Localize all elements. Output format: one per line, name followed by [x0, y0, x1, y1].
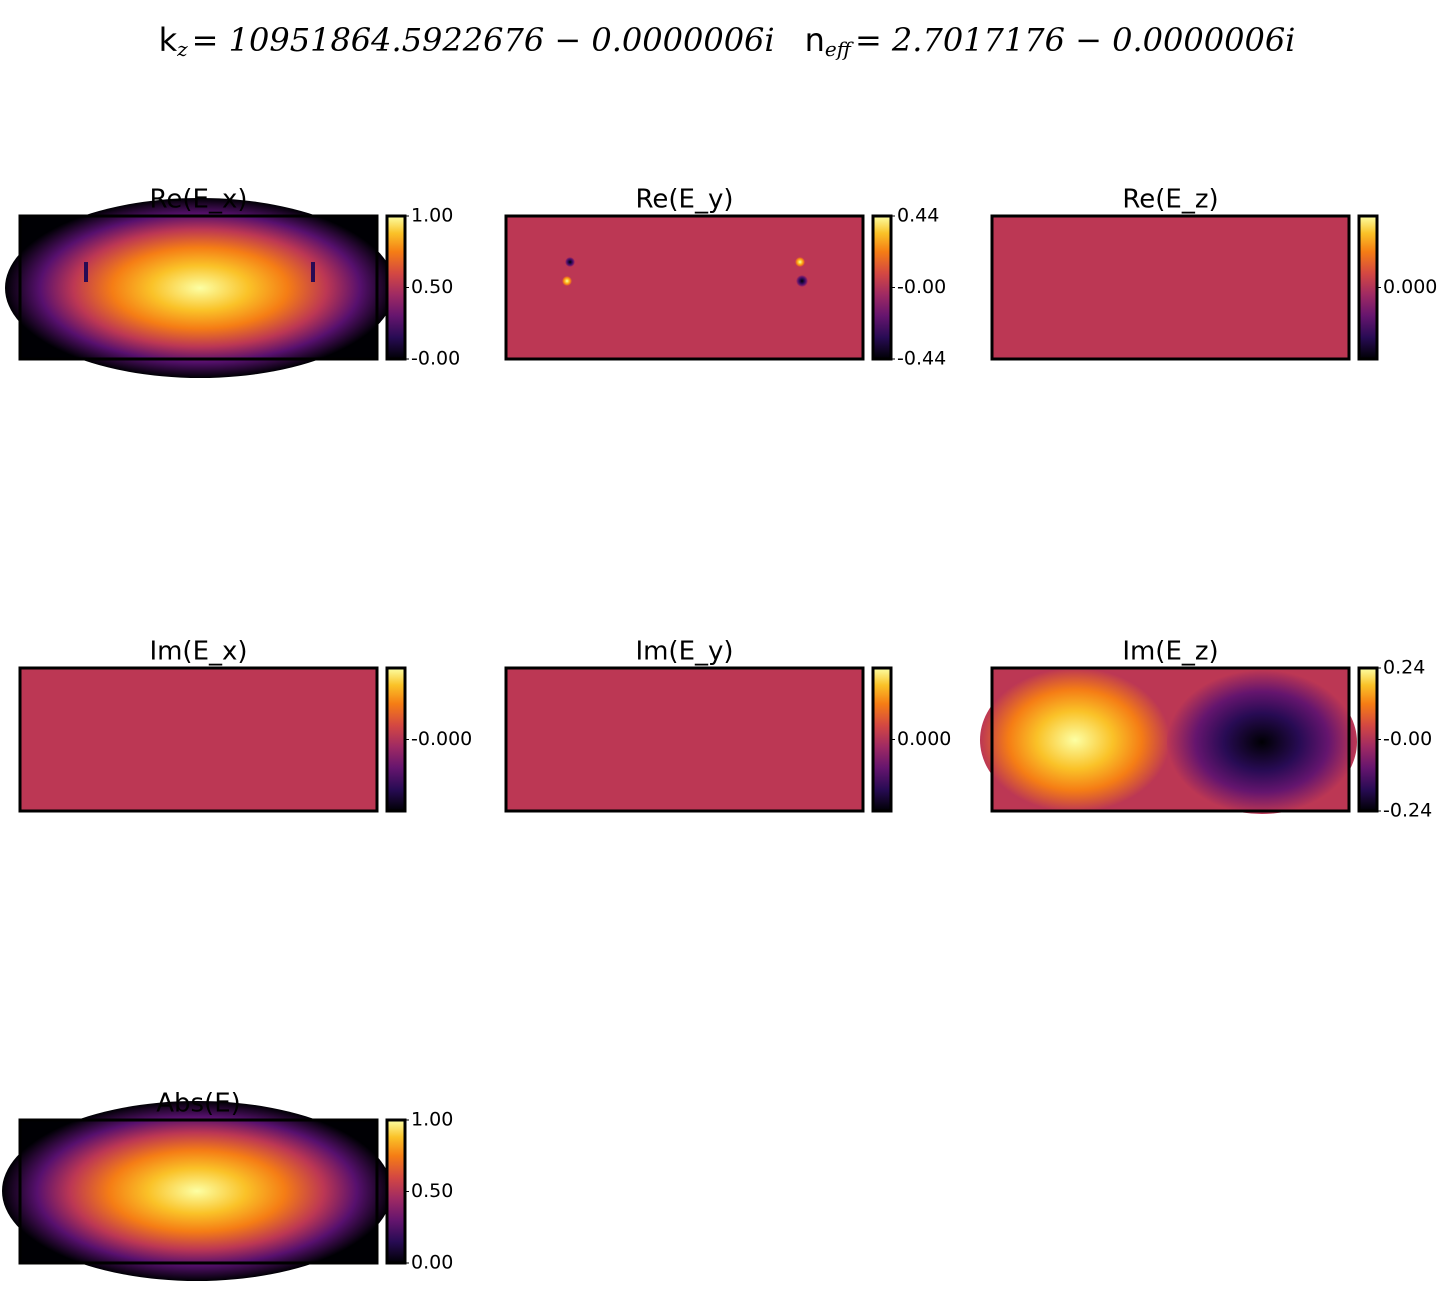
panel-title: Im(E_x): [149, 637, 247, 667]
colorbar: [1357, 214, 1379, 361]
colorbar-tick-label: 0.000: [897, 728, 951, 750]
colorbar: [1357, 666, 1379, 813]
n-symbol: n: [805, 21, 825, 59]
panel-frame: [504, 666, 865, 813]
colorbar-tick-label: -0.00: [411, 348, 460, 370]
panel-frame: [990, 214, 1351, 361]
colorbar: [385, 1118, 407, 1265]
panel-title: Abs(E): [156, 1089, 241, 1119]
colorbar-tick-label: 0.000: [1383, 276, 1437, 298]
panel-frame: [18, 1118, 379, 1265]
k-value: = 10951864.5922676 − 0.0000006i: [192, 21, 775, 59]
panel-frame: [18, 214, 379, 361]
n-value: = 2.7017176 − 0.0000006i: [855, 21, 1295, 59]
panel-frame: [18, 666, 379, 813]
colorbar-tick-label: -0.000: [411, 728, 472, 750]
colorbar-tick-label: -0.00: [1383, 728, 1432, 750]
colorbar-tick-label: 0.00: [411, 1252, 453, 1274]
panel-title: Re(E_x): [150, 185, 248, 215]
k-symbol: k: [159, 21, 178, 59]
panel-title: Im(E_z): [1122, 637, 1218, 667]
colorbar-tick-label: 0.44: [897, 205, 939, 227]
panel-frame: [504, 214, 865, 361]
figure-title: kz = 10951864.5922676 − 0.0000006i neff = 2…: [159, 21, 1296, 61]
colorbar-tick-label: 0.50: [411, 276, 453, 298]
panel-title: Im(E_y): [635, 637, 733, 667]
colorbar: [385, 666, 407, 813]
k-subscript: z: [176, 37, 188, 61]
colorbar-tick-label: -0.24: [1383, 800, 1432, 822]
n-subscript: eff: [825, 37, 855, 61]
colorbar: [871, 666, 893, 813]
field-images: [2, 198, 1357, 1281]
panel-frame: [990, 666, 1351, 813]
panel-title: Re(E_z): [1122, 185, 1218, 215]
colorbar-tick-label: 1.00: [411, 205, 453, 227]
colorbar-tick-label: 0.24: [1383, 657, 1425, 679]
colorbar: [871, 214, 893, 361]
colorbar: [385, 214, 407, 361]
colorbar-tick-label: 1.00: [411, 1109, 453, 1131]
colorbar-tick-label: 0.50: [411, 1180, 453, 1202]
panel-title: Re(E_y): [636, 185, 734, 215]
colorbar-tick-label: -0.00: [897, 276, 946, 298]
colorbar-tick-label: -0.44: [897, 348, 946, 370]
